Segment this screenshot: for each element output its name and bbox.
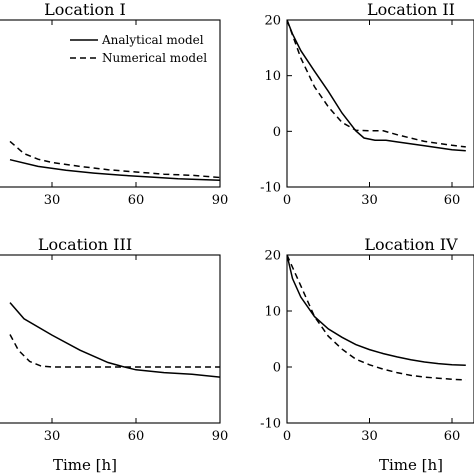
plot-frame (0, 19, 221, 188)
x-tick-label: 60 (128, 193, 145, 208)
analytical-model-line (9, 302, 220, 378)
y-tick-label: 10 (264, 305, 281, 320)
y-tick-label: 0 (273, 361, 281, 376)
x-axis-label: Time [h] (379, 456, 443, 474)
numerical-model-line (287, 255, 466, 381)
legend: Analytical model Numerical model (70, 33, 207, 65)
x-tick-label: 30 (361, 429, 378, 444)
analytical-model-line (287, 255, 466, 367)
numerical-model-line (9, 334, 220, 368)
x-tick-label: 60 (128, 429, 145, 444)
panel-title: Location I (44, 0, 126, 19)
legend-entry: Analytical model (101, 33, 204, 47)
analytical-model-line (287, 20, 466, 152)
x-tick-label: 30 (44, 429, 61, 444)
panel-title: Location II (367, 0, 455, 19)
panel-title: Location III (38, 235, 132, 254)
plot-frame (286, 19, 474, 188)
panel-1: 30 60 90 Location I Analytical model Numerica… (0, 0, 228, 208)
panel-title: Location IV (364, 235, 458, 254)
numerical-model-line (287, 20, 466, 148)
y-tick-label: 0 (273, 125, 281, 140)
x-tick-label: 60 (444, 193, 461, 208)
x-tick-label: 90 (212, 193, 229, 208)
analytical-model-line (9, 158, 220, 182)
x-tick-label: 60 (444, 429, 461, 444)
plot-frame (0, 254, 221, 424)
panel-3: 30 60 90 Location III Time [h] (0, 235, 228, 474)
plot-frame (286, 254, 474, 424)
y-tick-label: 20 (264, 14, 281, 29)
x-tick-label: 30 (44, 193, 61, 208)
x-tick-label: 0 (283, 429, 291, 444)
y-tick-label: -10 (260, 181, 281, 196)
x-tick-label: 90 (212, 429, 229, 444)
numerical-model-line (9, 140, 220, 179)
y-tick-label: 20 (264, 249, 281, 264)
legend-entry: Numerical model (102, 51, 207, 65)
y-tick-label: -10 (260, 417, 281, 432)
x-axis-label: Time [h] (53, 456, 117, 474)
x-tick-label: 30 (361, 193, 378, 208)
y-tick-label: 10 (264, 69, 281, 84)
x-tick-label: 0 (283, 193, 291, 208)
